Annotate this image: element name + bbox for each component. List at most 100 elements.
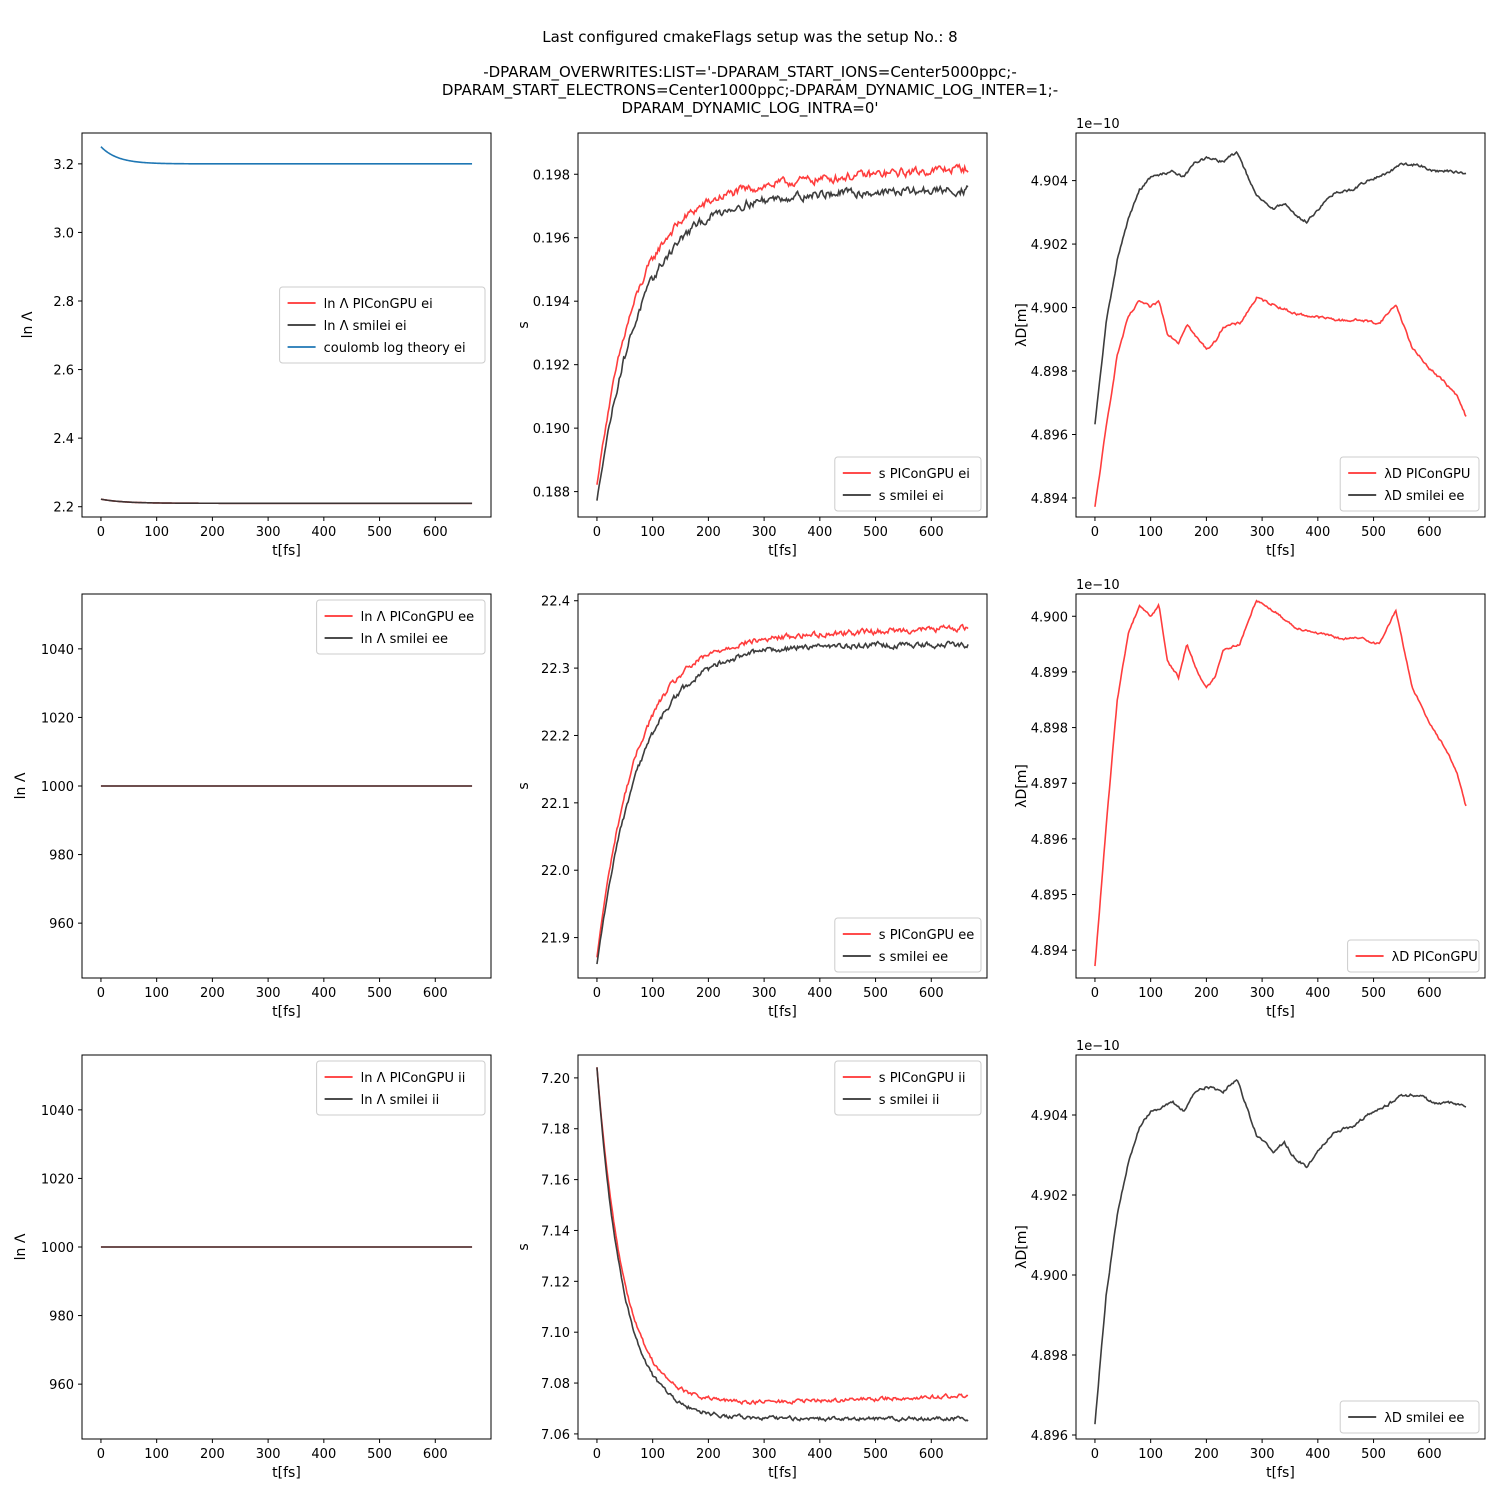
series-line: [1094, 296, 1467, 507]
legend: λD PIConGPU λD smilei ee: [1339, 456, 1480, 512]
y-tick-label: 4.896: [1031, 428, 1068, 443]
y-tick-label: 1020: [41, 711, 74, 726]
y-tick-label: 1040: [41, 643, 74, 658]
legend: s PIConGPU ee s smilei ee: [834, 917, 982, 973]
y-axis-label: s: [516, 782, 532, 789]
x-tick-label: 600: [919, 986, 944, 1001]
legend-box: [1339, 456, 1480, 512]
y-axis-label: λD[m]: [1014, 303, 1030, 347]
y-tick-label: 4.899: [1031, 666, 1068, 681]
x-tick-label: 400: [311, 525, 336, 540]
y-tick-label: 3.2: [53, 158, 74, 173]
y-tick-label: 22.4: [541, 595, 570, 610]
axes-frame: [81, 132, 492, 518]
x-tick-label: 600: [423, 525, 448, 540]
x-tick-label: 0: [593, 986, 601, 1001]
y-offset-label: 1e−10: [1076, 117, 1120, 132]
x-tick-label: 200: [200, 1447, 225, 1462]
series-line: [100, 146, 473, 165]
x-tick-label: 300: [256, 1447, 281, 1462]
x-tick-label: 0: [593, 525, 601, 540]
legend-entry: coulomb log theory ei: [324, 341, 466, 356]
subplot: 0 100 200 300 400 500 600 7.06 7.08 7.10 7.12 7.14 7…: [516, 1054, 988, 1481]
y-tick-label: 22.0: [541, 864, 570, 879]
x-tick-label: 0: [593, 1447, 601, 1462]
legend: s PIConGPU ii s smilei ii: [834, 1060, 982, 1116]
y-tick-label: 7.08: [541, 1377, 570, 1392]
x-tick-label: 400: [807, 1447, 832, 1462]
y-tick-label: 0.188: [533, 486, 570, 501]
x-axis-label: t[fs]: [768, 1004, 797, 1020]
y-tick-label: 4.896: [1031, 1429, 1068, 1444]
legend-entry: λD PIConGPU: [1384, 467, 1470, 482]
y-axis-label: ln Λ: [13, 772, 29, 799]
legend-entry: ln Λ PIConGPU ee: [361, 610, 475, 625]
y-tick-label: 1020: [41, 1172, 74, 1187]
series-line: [1094, 1079, 1467, 1425]
x-tick-label: 300: [1250, 986, 1275, 1001]
y-tick-label: 4.897: [1031, 777, 1068, 792]
x-tick-label: 100: [640, 1447, 665, 1462]
x-axis-label: t[fs]: [768, 1465, 797, 1481]
x-tick-label: 600: [919, 1447, 944, 1462]
x-tick-label: 0: [97, 986, 105, 1001]
legend: λD PIConGPU: [1347, 939, 1480, 973]
legend: ln Λ PIConGPU ei ln Λ smilei ei coulomb lo…: [279, 286, 486, 364]
x-tick-label: 0: [1091, 1447, 1099, 1462]
y-tick-label: 4.902: [1031, 238, 1068, 253]
x-tick-label: 0: [1091, 525, 1099, 540]
y-tick-label: 1040: [41, 1104, 74, 1119]
series-line: [596, 1067, 969, 1406]
x-axis-label: t[fs]: [272, 1004, 301, 1020]
y-tick-label: 1000: [41, 780, 74, 795]
y-tick-label: 7.06: [541, 1428, 570, 1443]
x-tick-label: 0: [97, 525, 105, 540]
subplot: 0 100 200 300 400 500 600 960 980 1000 1020 1040 t[f…: [13, 593, 492, 1020]
legend-box: [316, 599, 486, 655]
axes-frame: [577, 1054, 988, 1440]
y-tick-label: 0.192: [533, 359, 570, 374]
y-tick-label: 0.198: [533, 168, 570, 183]
legend: s PIConGPU ei s smilei ei: [834, 456, 982, 512]
x-tick-label: 400: [1305, 525, 1330, 540]
y-tick-label: 4.900: [1031, 302, 1068, 317]
figure-title-line: Last configured cmakeFlags setup was the…: [542, 28, 957, 46]
legend-box: [1339, 1400, 1480, 1434]
legend-entry: s smilei ee: [879, 950, 948, 965]
y-tick-label: 0.196: [533, 232, 570, 247]
x-tick-label: 300: [256, 525, 281, 540]
x-tick-label: 500: [1361, 525, 1386, 540]
y-tick-label: 4.894: [1031, 492, 1068, 507]
y-tick-label: 4.902: [1031, 1189, 1068, 1204]
figure-title-line: -DPARAM_OVERWRITES:LIST='-DPARAM_START_I…: [483, 63, 1017, 82]
x-tick-label: 500: [367, 525, 392, 540]
legend-entry: λD PIConGPU: [1392, 950, 1478, 965]
y-tick-label: 7.16: [541, 1174, 570, 1189]
subplot: 0 100 200 300 400 500 600 4.894 4.895 4.896 4.897 4…: [1014, 578, 1486, 1020]
figure-title: Last configured cmakeFlags setup was the…: [442, 28, 1058, 118]
y-tick-label: 7.10: [541, 1326, 570, 1341]
y-tick-label: 1000: [41, 1241, 74, 1256]
y-tick-label: 960: [49, 1378, 74, 1393]
axes-frame: [577, 593, 988, 979]
x-tick-label: 600: [919, 525, 944, 540]
x-tick-label: 500: [863, 986, 888, 1001]
y-tick-label: 0.194: [533, 295, 570, 310]
series-line: [1094, 150, 1467, 425]
x-tick-label: 300: [1250, 1447, 1275, 1462]
y-tick-label: 2.4: [53, 432, 74, 447]
subplot: 0 100 200 300 400 500 600 2.2 2.4 2.6 2.8 3.0 3.2 t[f…: [20, 132, 492, 559]
y-tick-label: 4.904: [1031, 175, 1068, 190]
legend-box: [834, 1060, 982, 1116]
legend-box: [834, 917, 982, 973]
figure-title-line: DPARAM_START_ELECTRONS=Center1000ppc;-DP…: [442, 81, 1058, 100]
x-tick-label: 100: [1138, 525, 1163, 540]
x-tick-label: 600: [423, 1447, 448, 1462]
legend-box: [1347, 939, 1480, 973]
series-line: [596, 163, 969, 485]
y-tick-label: 980: [49, 849, 74, 864]
subplot: 0 100 200 300 400 500 600 4.894 4.896 4.898 4.900 4…: [1014, 117, 1486, 559]
legend-entry: s smilei ei: [879, 489, 944, 504]
